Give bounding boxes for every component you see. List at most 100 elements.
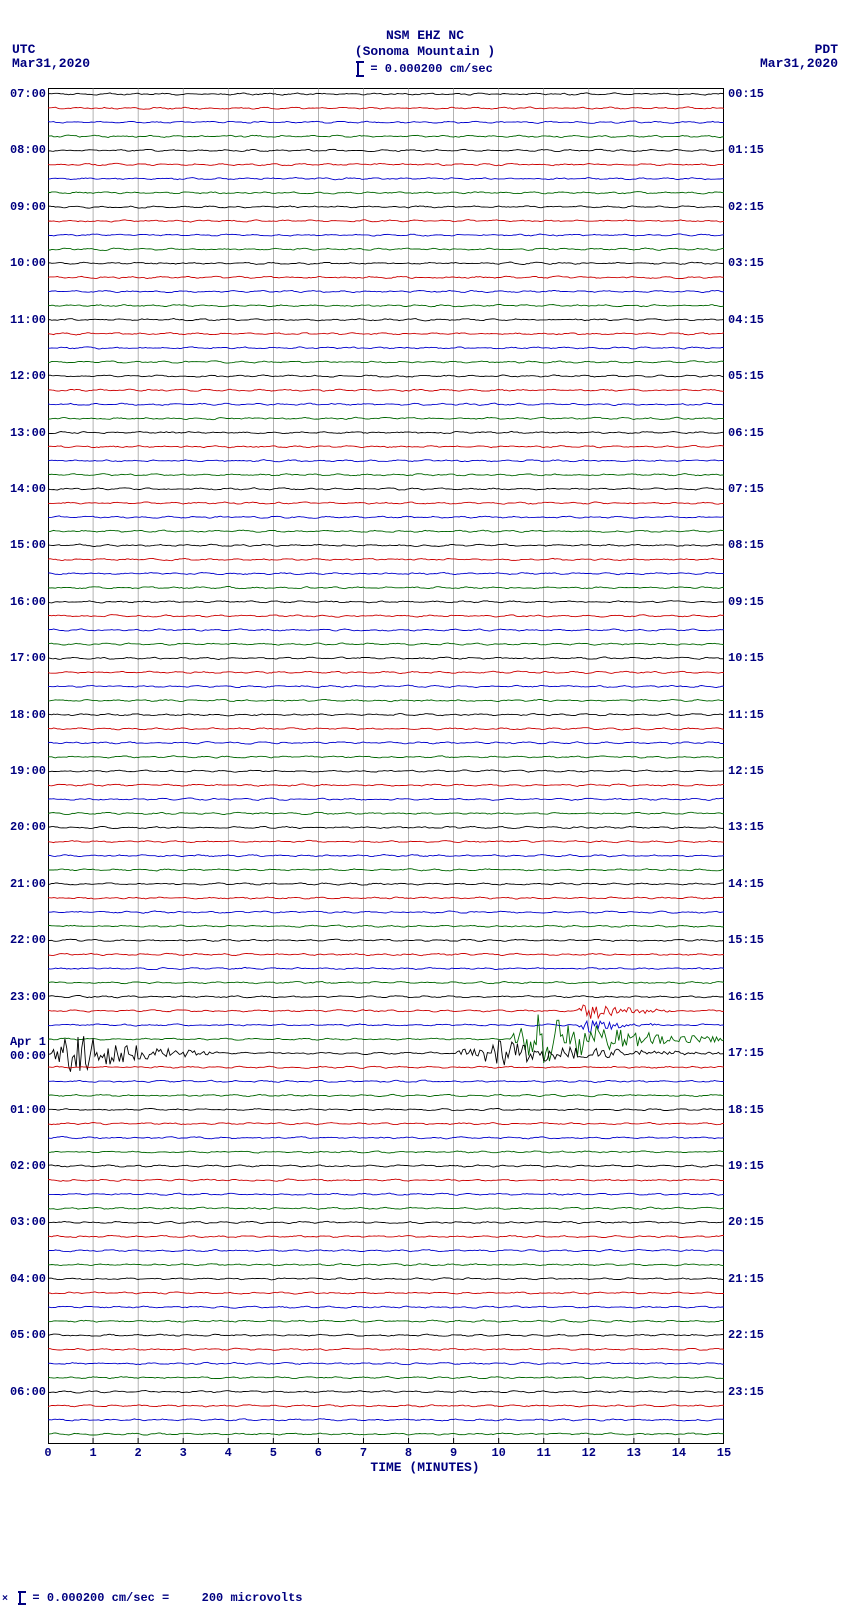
trace-line (48, 996, 724, 998)
right-hour-label: 17:15 (728, 1046, 764, 1060)
trace-line (48, 1433, 724, 1435)
footer-prefix: × (2, 1594, 8, 1605)
left-hour-label: 21:00 (10, 877, 46, 891)
right-hour-label: 02:15 (728, 200, 764, 214)
trace-line (48, 1250, 724, 1252)
trace-line (48, 1278, 724, 1280)
trace-line (48, 333, 724, 335)
x-tick-label: 7 (360, 1446, 367, 1460)
left-hour-label: 23:00 (10, 990, 46, 1004)
trace-line (48, 1066, 724, 1068)
trace-line (48, 375, 724, 377)
trace-line (48, 573, 724, 575)
trace-line (48, 587, 724, 589)
left-hour-label: 10:00 (10, 256, 46, 270)
trace-line (48, 1377, 724, 1379)
right-hour-label: 10:15 (728, 651, 764, 665)
trace-line (48, 488, 724, 490)
trace-line (48, 530, 724, 532)
trace-line (48, 474, 724, 476)
trace-line (48, 657, 724, 660)
right-hour-label: 00:15 (728, 87, 764, 101)
trace-line (48, 389, 724, 391)
trace-line (48, 1391, 724, 1393)
left-hour-label: 05:00 (10, 1328, 46, 1342)
trace-line (48, 192, 724, 194)
right-hour-label: 01:15 (728, 143, 764, 157)
right-hour-label: 07:15 (728, 482, 764, 496)
right-hour-label: 14:15 (728, 877, 764, 891)
trace-line (48, 558, 724, 560)
trace-line (48, 305, 724, 307)
left-hour-label: 19:00 (10, 764, 46, 778)
trace-line (48, 135, 724, 138)
seismogram-svg (48, 88, 724, 1444)
trace-line (48, 291, 724, 293)
trace-line (48, 897, 724, 899)
trace-line (48, 276, 724, 279)
left-hour-label: 03:00 (10, 1215, 46, 1229)
right-hour-label: 09:15 (728, 595, 764, 609)
left-hour-label: 15:00 (10, 538, 46, 552)
left-hour-label: 04:00 (10, 1272, 46, 1286)
trace-line (48, 1348, 724, 1350)
footer-scale: × = 0.000200 cm/sec = 200 microvolts (2, 1591, 302, 1605)
trace-line (48, 812, 724, 814)
left-hour-label: Apr 100:00 (10, 1035, 46, 1063)
x-tick-label: 14 (672, 1446, 686, 1460)
trace-line (48, 1123, 724, 1125)
trace-line (48, 1292, 724, 1294)
trace-line (48, 347, 724, 349)
trace-line (48, 714, 724, 716)
right-hour-label: 18:15 (728, 1103, 764, 1117)
x-tick-label: 11 (537, 1446, 551, 1460)
trace-line (48, 967, 724, 969)
trace-line (48, 1419, 724, 1421)
trace-line (48, 742, 724, 744)
trace-line (48, 840, 724, 842)
x-tick-label: 13 (627, 1446, 641, 1460)
right-hour-label: 08:15 (728, 538, 764, 552)
left-tz-label: UTC (12, 42, 35, 57)
trace-line (48, 939, 724, 941)
trace-line (48, 911, 724, 913)
left-hour-label: 08:00 (10, 143, 46, 157)
trace-line (48, 361, 724, 363)
x-tick-label: 2 (135, 1446, 142, 1460)
trace-line (48, 163, 724, 165)
x-tick-label: 1 (89, 1446, 96, 1460)
trace-line (48, 869, 724, 871)
right-hour-label: 04:15 (728, 313, 764, 327)
x-tick-label: 9 (450, 1446, 457, 1460)
left-hour-label: 17:00 (10, 651, 46, 665)
x-axis-title: TIME (MINUTES) (0, 1460, 850, 1475)
right-hour-label: 06:15 (728, 426, 764, 440)
footer-bar-icon (19, 1592, 21, 1604)
trace-line (48, 178, 724, 180)
scale-bar-icon (357, 62, 359, 76)
trace-line (48, 516, 724, 518)
trace-line (48, 107, 724, 110)
trace-line (48, 234, 724, 236)
left-hour-label: 11:00 (10, 313, 46, 327)
trace-line (48, 953, 724, 955)
right-hour-label: 15:15 (728, 933, 764, 947)
trace-line (48, 1306, 724, 1308)
right-hour-label: 23:15 (728, 1385, 764, 1399)
trace-line (48, 1005, 724, 1019)
trace-line (48, 1151, 724, 1153)
location-line: (Sonoma Mountain ) (0, 44, 850, 59)
right-date-label: Mar31,2020 (760, 56, 838, 71)
trace-line (48, 798, 724, 801)
left-hour-label: 18:00 (10, 708, 46, 722)
right-hour-label: 22:15 (728, 1328, 764, 1342)
trace-line (48, 149, 724, 151)
right-hour-label: 19:15 (728, 1159, 764, 1173)
trace-line (48, 262, 724, 265)
trace-line (48, 925, 724, 927)
trace-line (48, 1221, 724, 1223)
trace-line (48, 1094, 724, 1096)
trace-line (48, 1362, 724, 1365)
trace-line (48, 1165, 724, 1167)
trace-line (48, 1320, 724, 1322)
